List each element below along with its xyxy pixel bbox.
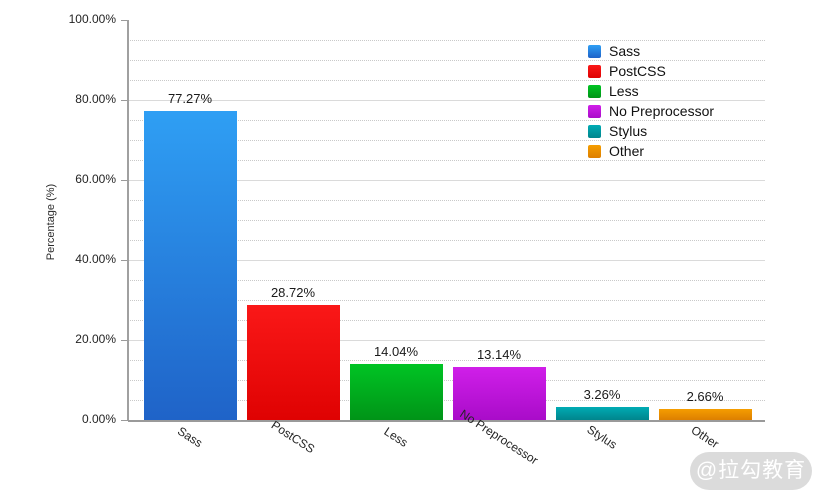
y-tick-label: 60.00% xyxy=(75,172,116,186)
legend-item: No Preprocessor xyxy=(588,101,714,121)
minor-gridline xyxy=(128,60,765,61)
legend-swatch-icon xyxy=(588,104,601,118)
bar-sass xyxy=(143,110,237,420)
x-axis-line xyxy=(128,420,765,422)
y-tick-label: 0.00% xyxy=(81,412,116,426)
y-tick-label: 80.00% xyxy=(75,92,116,106)
watermark: @拉勾教育 xyxy=(690,452,812,490)
legend-item: Stylus xyxy=(588,121,714,141)
bar-postcss xyxy=(246,305,340,420)
y-axis-tick xyxy=(121,260,128,261)
bar-stylus xyxy=(555,406,649,420)
y-tick-label: 40.00% xyxy=(75,252,116,266)
y-axis-tick xyxy=(121,340,128,341)
category-label: Stylus xyxy=(584,422,620,452)
legend-item: Less xyxy=(588,81,714,101)
minor-gridline xyxy=(128,220,765,221)
legend-swatch-icon xyxy=(588,84,601,98)
minor-gridline xyxy=(128,240,765,241)
bar-other xyxy=(658,409,752,420)
category-label: Less xyxy=(381,424,411,450)
bar-value-label: 2.66% xyxy=(686,389,724,405)
minor-gridline xyxy=(128,380,765,381)
y-axis-tick xyxy=(121,20,128,21)
minor-gridline xyxy=(128,40,765,41)
legend-label: Stylus xyxy=(609,123,648,139)
legend-label: Other xyxy=(609,143,645,159)
legend-swatch-icon xyxy=(588,64,601,78)
category-label: PostCSS xyxy=(268,417,318,457)
category-label: Sass xyxy=(174,423,206,451)
minor-gridline xyxy=(128,280,765,281)
bar-value-label: 28.72% xyxy=(270,285,316,301)
legend: Sass PostCSS Less No Preprocessor Stylus Othe… xyxy=(588,41,714,161)
bar-value-label: 3.26% xyxy=(583,386,621,402)
legend-item: PostCSS xyxy=(588,61,714,81)
y-axis-tick xyxy=(121,180,128,181)
major-gridline xyxy=(128,100,765,101)
legend-swatch-icon xyxy=(588,144,601,158)
major-gridline xyxy=(128,260,765,261)
minor-gridline xyxy=(128,140,765,141)
bar-less xyxy=(349,363,443,420)
bar-value-label: 13.14% xyxy=(476,347,522,363)
minor-gridline xyxy=(128,300,765,301)
legend-label: Less xyxy=(609,83,639,99)
minor-gridline xyxy=(128,80,765,81)
bar-value-label: 14.04% xyxy=(373,343,419,359)
legend-swatch-icon xyxy=(588,44,601,58)
y-axis-line xyxy=(127,20,129,420)
bar-value-label: 77.27% xyxy=(167,90,213,106)
legend-label: PostCSS xyxy=(609,63,666,79)
y-tick-label: 100.00% xyxy=(68,12,116,26)
y-tick-label: 20.00% xyxy=(75,332,116,346)
legend-item: Sass xyxy=(588,41,714,61)
legend-label: Sass xyxy=(609,43,641,59)
legend-item: Other xyxy=(588,141,714,161)
minor-gridline xyxy=(128,360,765,361)
major-gridline xyxy=(128,340,765,341)
bar-no-preprocessor xyxy=(452,367,546,420)
legend-swatch-icon xyxy=(588,124,601,138)
minor-gridline xyxy=(128,120,765,121)
minor-gridline xyxy=(128,320,765,321)
major-gridline xyxy=(128,180,765,181)
minor-gridline xyxy=(128,200,765,201)
y-axis-tick xyxy=(121,100,128,101)
category-label: Other xyxy=(688,422,722,452)
y-axis-tick xyxy=(121,420,128,421)
minor-gridline xyxy=(128,160,765,161)
legend-label: No Preprocessor xyxy=(609,103,715,119)
minor-gridline xyxy=(128,400,765,401)
